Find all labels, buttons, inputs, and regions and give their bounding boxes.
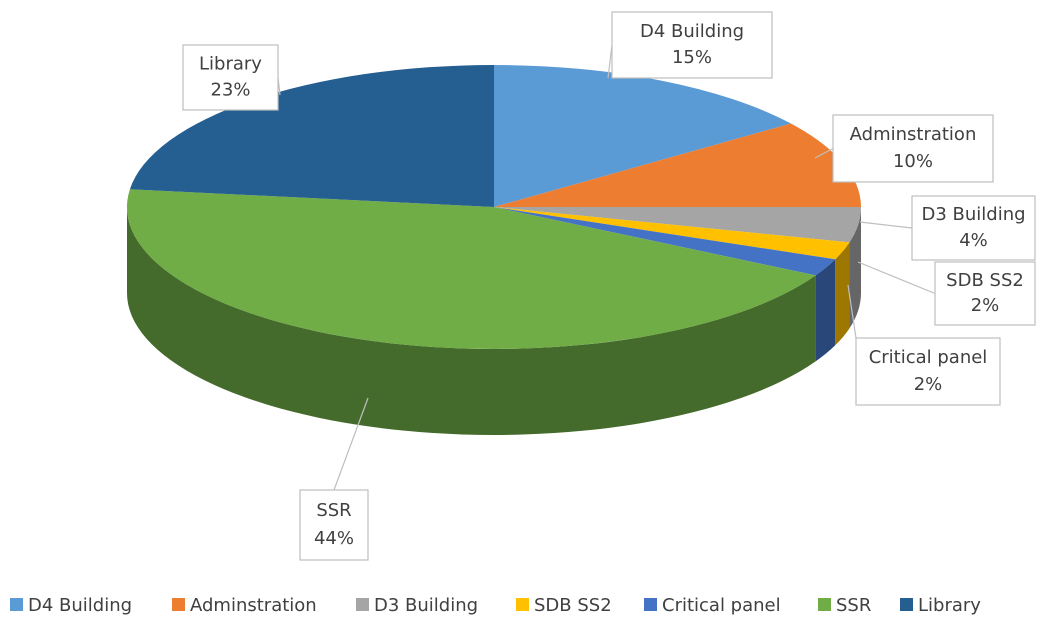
slice-side xyxy=(127,207,816,435)
slice xyxy=(129,65,494,207)
legend-label: SDB SS2 xyxy=(534,595,612,616)
slice xyxy=(494,65,791,207)
data-label: Library 23% xyxy=(182,44,281,111)
slice xyxy=(494,123,861,207)
label-box xyxy=(832,114,994,183)
slice-side xyxy=(815,259,836,362)
legend-swatch xyxy=(900,598,913,611)
label-box xyxy=(299,489,369,561)
slice xyxy=(494,207,836,276)
legend-swatch xyxy=(644,598,657,611)
label-box xyxy=(855,337,1001,406)
data-label: SDB SS2 2% xyxy=(857,261,1036,326)
slice-side xyxy=(849,207,861,329)
label-category: D3 Building xyxy=(921,204,1025,225)
legend-label: D4 Building xyxy=(28,595,132,616)
legend-swatch xyxy=(356,598,369,611)
label-box xyxy=(911,195,1036,261)
leader-line xyxy=(859,221,913,229)
label-value: 2% xyxy=(971,295,1000,316)
legend-label: D3 Building xyxy=(374,595,478,616)
legend-swatch xyxy=(818,598,831,611)
legend-swatch xyxy=(10,598,23,611)
slice xyxy=(126,189,816,349)
label-category: SDB SS2 xyxy=(946,270,1024,291)
label-category: Library xyxy=(199,54,262,75)
data-label: D4 Building 15% xyxy=(607,11,773,79)
legend-swatch xyxy=(516,598,529,611)
label-value: 10% xyxy=(893,151,933,172)
slice xyxy=(494,207,850,260)
label-category: Critical panel xyxy=(869,347,988,368)
label-value: 23% xyxy=(210,80,250,101)
leader-line xyxy=(847,284,857,339)
data-label: Critical panel 2% xyxy=(847,284,1001,406)
legend-label: SSR xyxy=(836,595,871,616)
label-box xyxy=(611,11,773,79)
label-box xyxy=(934,261,1036,326)
legend-label: Library xyxy=(918,595,981,616)
leader-line xyxy=(333,397,369,491)
data-label: D3 Building 4% xyxy=(859,195,1036,261)
label-value: 15% xyxy=(672,47,712,68)
label-box xyxy=(182,44,279,111)
legend-swatch xyxy=(172,598,185,611)
leader-line xyxy=(857,261,936,295)
leader-line xyxy=(814,147,834,159)
slice xyxy=(494,207,861,243)
label-value: 44% xyxy=(314,528,354,549)
slice-side xyxy=(835,242,850,346)
legend-label: Critical panel xyxy=(662,595,781,616)
label-value: 2% xyxy=(914,374,943,395)
data-label: Adminstration 10% xyxy=(814,114,994,183)
legend-label: Adminstration xyxy=(190,595,317,616)
data-label: SSR 44% xyxy=(299,397,369,561)
label-category: Adminstration xyxy=(850,124,977,145)
label-value: 4% xyxy=(959,230,988,251)
label-category: D4 Building xyxy=(640,21,744,42)
label-category: SSR xyxy=(316,500,351,521)
leader-line xyxy=(607,44,613,79)
